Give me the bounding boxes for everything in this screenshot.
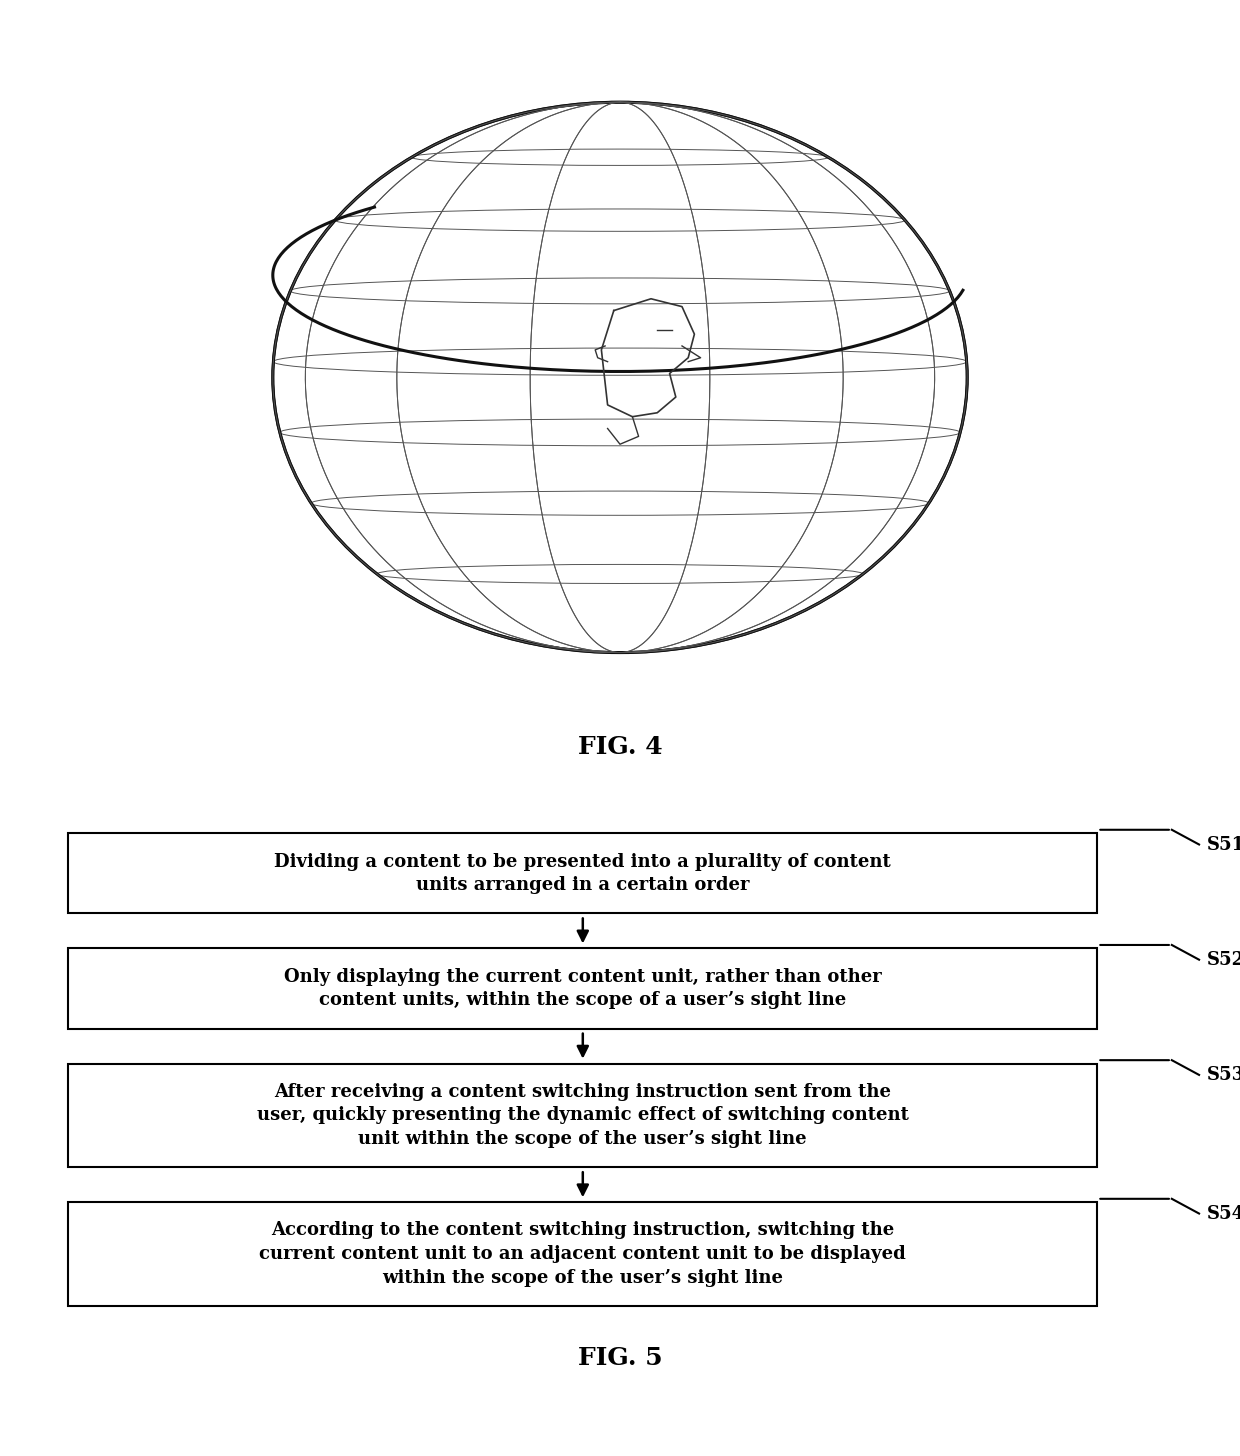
FancyBboxPatch shape (68, 1203, 1097, 1306)
Text: S530: S530 (1207, 1066, 1240, 1083)
Text: S510: S510 (1207, 836, 1240, 853)
Text: After receiving a content switching instruction sent from the
user, quickly pres: After receiving a content switching inst… (257, 1083, 909, 1147)
Text: According to the content switching instruction, switching the
current content un: According to the content switching instr… (259, 1222, 906, 1287)
Text: Only displaying the current content unit, rather than other
content units, withi: Only displaying the current content unit… (284, 968, 882, 1009)
Text: FIG. 5: FIG. 5 (578, 1347, 662, 1370)
Text: Dividing a content to be presented into a plurality of content
units arranged in: Dividing a content to be presented into … (274, 853, 892, 894)
Text: S520: S520 (1207, 951, 1240, 968)
FancyBboxPatch shape (68, 1063, 1097, 1168)
FancyBboxPatch shape (68, 948, 1097, 1029)
FancyBboxPatch shape (68, 833, 1097, 913)
Text: FIG. 4: FIG. 4 (578, 735, 662, 759)
Text: S540: S540 (1207, 1204, 1240, 1223)
